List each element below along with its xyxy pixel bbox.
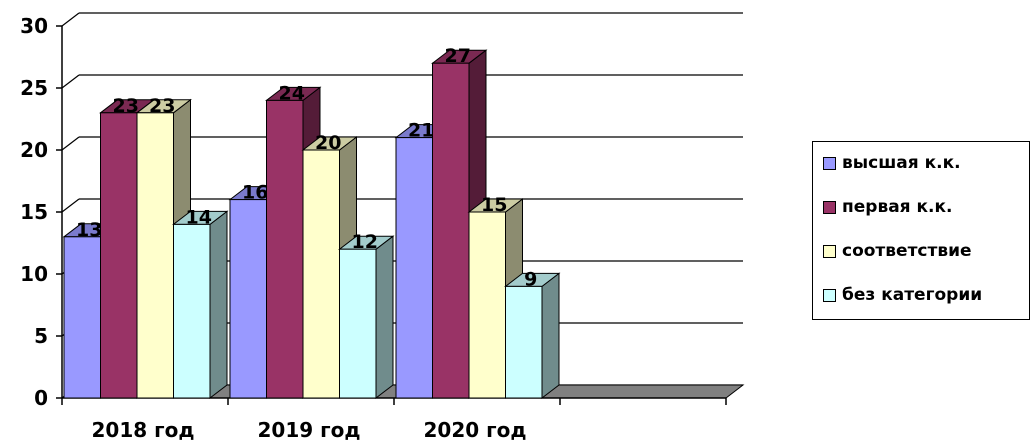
bar xyxy=(468,211,506,399)
legend-item: первая к.к. xyxy=(823,195,953,219)
gridline-side xyxy=(61,198,80,213)
legend-item: высшая к.к. xyxy=(823,151,961,175)
data-label: 24 xyxy=(279,82,305,104)
legend-label: без категории xyxy=(842,285,983,305)
legend-swatch xyxy=(823,156,836,170)
legend-swatch xyxy=(823,288,836,302)
gridline-side xyxy=(61,74,80,89)
data-label: 23 xyxy=(149,95,175,117)
x-tick-label: 2019 год xyxy=(258,418,361,442)
legend-item: без категории xyxy=(823,283,982,307)
data-label: 21 xyxy=(408,120,434,142)
data-label: 20 xyxy=(315,132,341,154)
bar xyxy=(302,149,340,399)
bar xyxy=(136,112,174,399)
bar xyxy=(266,99,304,399)
data-label: 15 xyxy=(481,194,507,216)
x-tick-label: 2018 год xyxy=(92,418,195,442)
y-tick-label: 10 xyxy=(20,262,48,286)
legend-swatch xyxy=(823,244,836,258)
bar-side xyxy=(209,210,228,400)
data-label: 27 xyxy=(445,45,471,67)
legend-label: первая к.к. xyxy=(842,197,953,217)
legend-swatch xyxy=(823,200,836,214)
legend: высшая к.к. первая к.к. соответствие без… xyxy=(812,141,1030,320)
bar xyxy=(229,199,267,399)
x-tick-label: 2020 год xyxy=(424,418,527,442)
gridline-side xyxy=(61,12,80,27)
legend-label: высшая к.к. xyxy=(842,153,961,173)
bar xyxy=(63,236,101,399)
y-tick-label: 20 xyxy=(20,138,48,162)
bar-side xyxy=(375,235,394,400)
legend-item: соответствие xyxy=(823,239,972,263)
bar xyxy=(395,137,433,399)
data-label: 12 xyxy=(352,231,378,253)
bar xyxy=(505,285,543,399)
data-label: 23 xyxy=(113,95,139,117)
bar xyxy=(100,112,138,399)
y-tick-label: 5 xyxy=(34,324,48,348)
data-label: 16 xyxy=(242,182,268,204)
data-label: 9 xyxy=(524,268,537,290)
bar-side xyxy=(541,272,560,400)
y-tick-label: 30 xyxy=(20,14,48,38)
bar xyxy=(173,223,211,399)
legend-label: соответствие xyxy=(842,241,972,261)
gridline-side xyxy=(61,136,80,151)
bar xyxy=(339,248,377,399)
y-tick-label: 0 xyxy=(34,386,48,410)
data-label: 13 xyxy=(76,219,102,241)
data-label: 14 xyxy=(186,206,212,228)
y-tick-label: 25 xyxy=(20,76,48,100)
y-tick-label: 15 xyxy=(20,200,48,224)
bar xyxy=(432,62,470,399)
